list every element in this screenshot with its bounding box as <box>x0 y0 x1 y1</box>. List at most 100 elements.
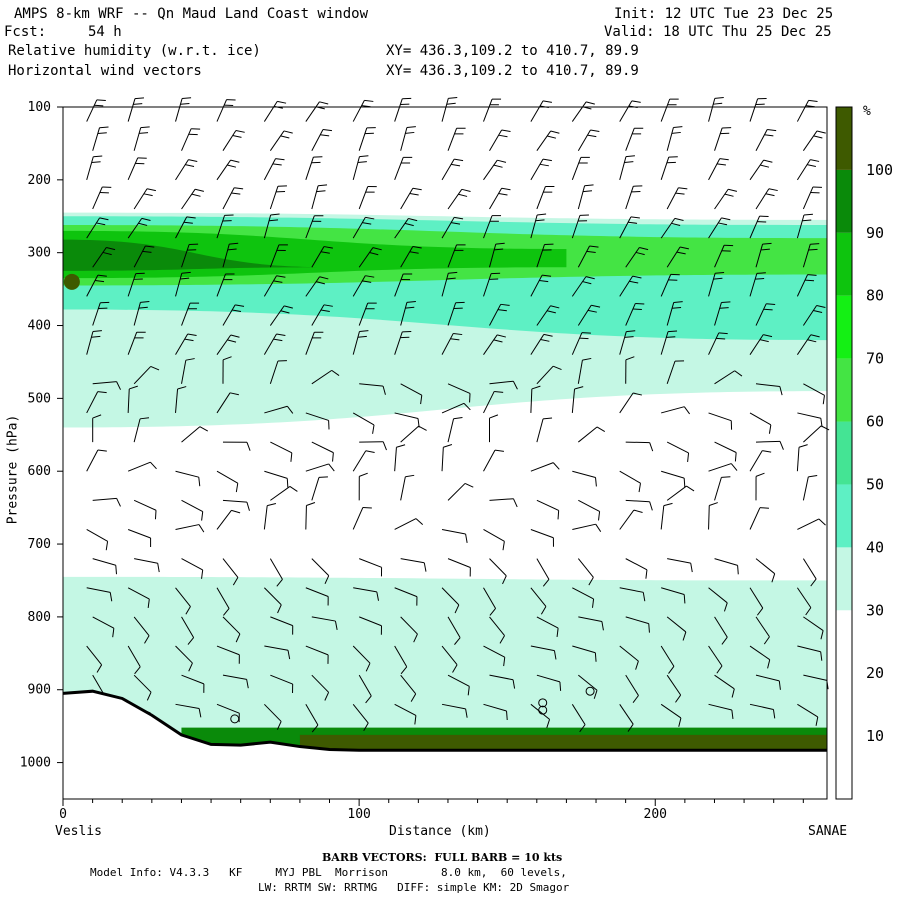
colorbar-tick-label: 20 <box>866 664 884 682</box>
wind-barb <box>571 332 583 355</box>
wind-barb-feather <box>540 606 547 615</box>
wind-barb <box>483 391 495 414</box>
wind-barb-feather <box>365 275 375 278</box>
wind-barb-feather <box>648 623 650 633</box>
wind-barb <box>305 463 329 472</box>
wind-barb <box>263 505 268 530</box>
wind-barb <box>311 304 325 326</box>
wind-barb-feather <box>594 652 597 662</box>
wind-barb <box>714 188 729 210</box>
wind-barb-feather <box>406 300 416 303</box>
wind-barb-feather <box>499 635 505 644</box>
wind-barb <box>86 156 94 180</box>
wind-barb <box>353 587 377 593</box>
wind-barb-feather <box>756 607 764 616</box>
wind-barb-feather <box>112 628 115 638</box>
wind-barb-feather <box>320 251 330 254</box>
plot-frame <box>62 106 828 800</box>
wind-barb-feather <box>489 608 496 616</box>
wind-barb-feather <box>232 577 239 586</box>
wind-barb-feather <box>186 216 196 219</box>
wind-barb <box>447 383 471 394</box>
wind-barb-feather <box>716 163 726 166</box>
wind-barbs <box>86 97 830 733</box>
wind-barb <box>796 447 800 472</box>
wind-barb-feather <box>91 161 101 164</box>
wind-barb-feather <box>382 385 386 395</box>
wind-barb <box>264 645 289 651</box>
wind-barb-feather <box>822 395 825 405</box>
wind-barb-feather <box>116 498 121 507</box>
wind-barb <box>708 703 732 711</box>
wind-barb <box>796 334 812 355</box>
wind-barb <box>483 334 498 355</box>
wind-barb-feather <box>405 474 415 478</box>
wind-barb <box>797 645 821 653</box>
wind-barb-feather <box>150 461 157 470</box>
wind-barb-feather <box>365 450 375 453</box>
wind-barb-feather <box>713 277 723 280</box>
wind-barb <box>175 524 200 530</box>
wind-barb-feather <box>177 386 187 390</box>
wind-barb-feather <box>713 102 723 105</box>
wind-barb <box>305 412 329 421</box>
wind-barb-feather <box>582 357 592 361</box>
wind-barb-feather <box>542 579 550 587</box>
wind-barb-feather <box>372 424 375 434</box>
wind-barb-feather <box>494 248 504 251</box>
wind-barb-feather <box>807 339 817 343</box>
wind-barb <box>352 645 371 664</box>
wind-barb-feather <box>503 657 506 667</box>
wind-barb-feather <box>595 477 597 487</box>
wind-barb <box>625 616 649 625</box>
wind-barb <box>660 98 671 122</box>
wind-barb-feather <box>140 300 150 303</box>
wind-barb-feather <box>273 338 283 342</box>
wind-barb-feather <box>141 217 151 221</box>
wind-barb <box>127 218 143 239</box>
wind-barb-feather <box>332 452 334 462</box>
wind-barb <box>489 243 497 268</box>
wind-barb <box>802 476 809 501</box>
wind-barb <box>483 215 493 239</box>
y-tick-label: 700 <box>28 537 51 552</box>
wind-barb-feather <box>601 621 604 631</box>
wind-barb-feather <box>721 476 731 478</box>
wind-barb-feather <box>755 472 765 477</box>
wind-barb-feather <box>318 184 328 187</box>
wind-barb-feather <box>506 711 508 721</box>
wind-barb-feather <box>458 193 468 197</box>
wind-barb-feather <box>760 248 770 251</box>
wind-barb <box>755 558 776 575</box>
wind-barb <box>619 331 627 355</box>
wind-barb <box>400 476 406 501</box>
wind-barb-feather <box>284 305 293 309</box>
wind-barb <box>359 616 382 627</box>
wind-barb <box>708 98 716 122</box>
wind-barb-feather <box>448 97 458 99</box>
wind-barb <box>483 159 498 181</box>
wind-barb <box>86 449 99 472</box>
wind-barb <box>797 703 819 718</box>
wind-barb <box>269 305 285 326</box>
colorbar-swatch <box>836 107 852 170</box>
wind-barb-feather <box>586 250 596 253</box>
wind-barb-feather <box>537 213 547 216</box>
wind-barb-feather <box>364 99 374 102</box>
wind-barb-feather <box>771 573 776 583</box>
wind-barb <box>714 441 737 453</box>
wind-barb <box>400 425 419 443</box>
wind-barb-feather <box>630 216 640 219</box>
fcst-label: Fcst: <box>4 24 47 40</box>
wind-barb-feather <box>359 155 369 158</box>
wind-barb-feather <box>188 159 198 162</box>
wind-barb <box>625 128 635 151</box>
wind-barb-feather <box>99 126 109 129</box>
wind-barb <box>571 101 587 122</box>
wind-barb-feather <box>222 356 232 361</box>
wind-barb-feather <box>721 636 728 645</box>
wind-barb <box>269 186 279 210</box>
wind-barb-feather <box>414 715 417 725</box>
wind-barb <box>796 587 812 608</box>
wind-barb <box>447 128 458 151</box>
